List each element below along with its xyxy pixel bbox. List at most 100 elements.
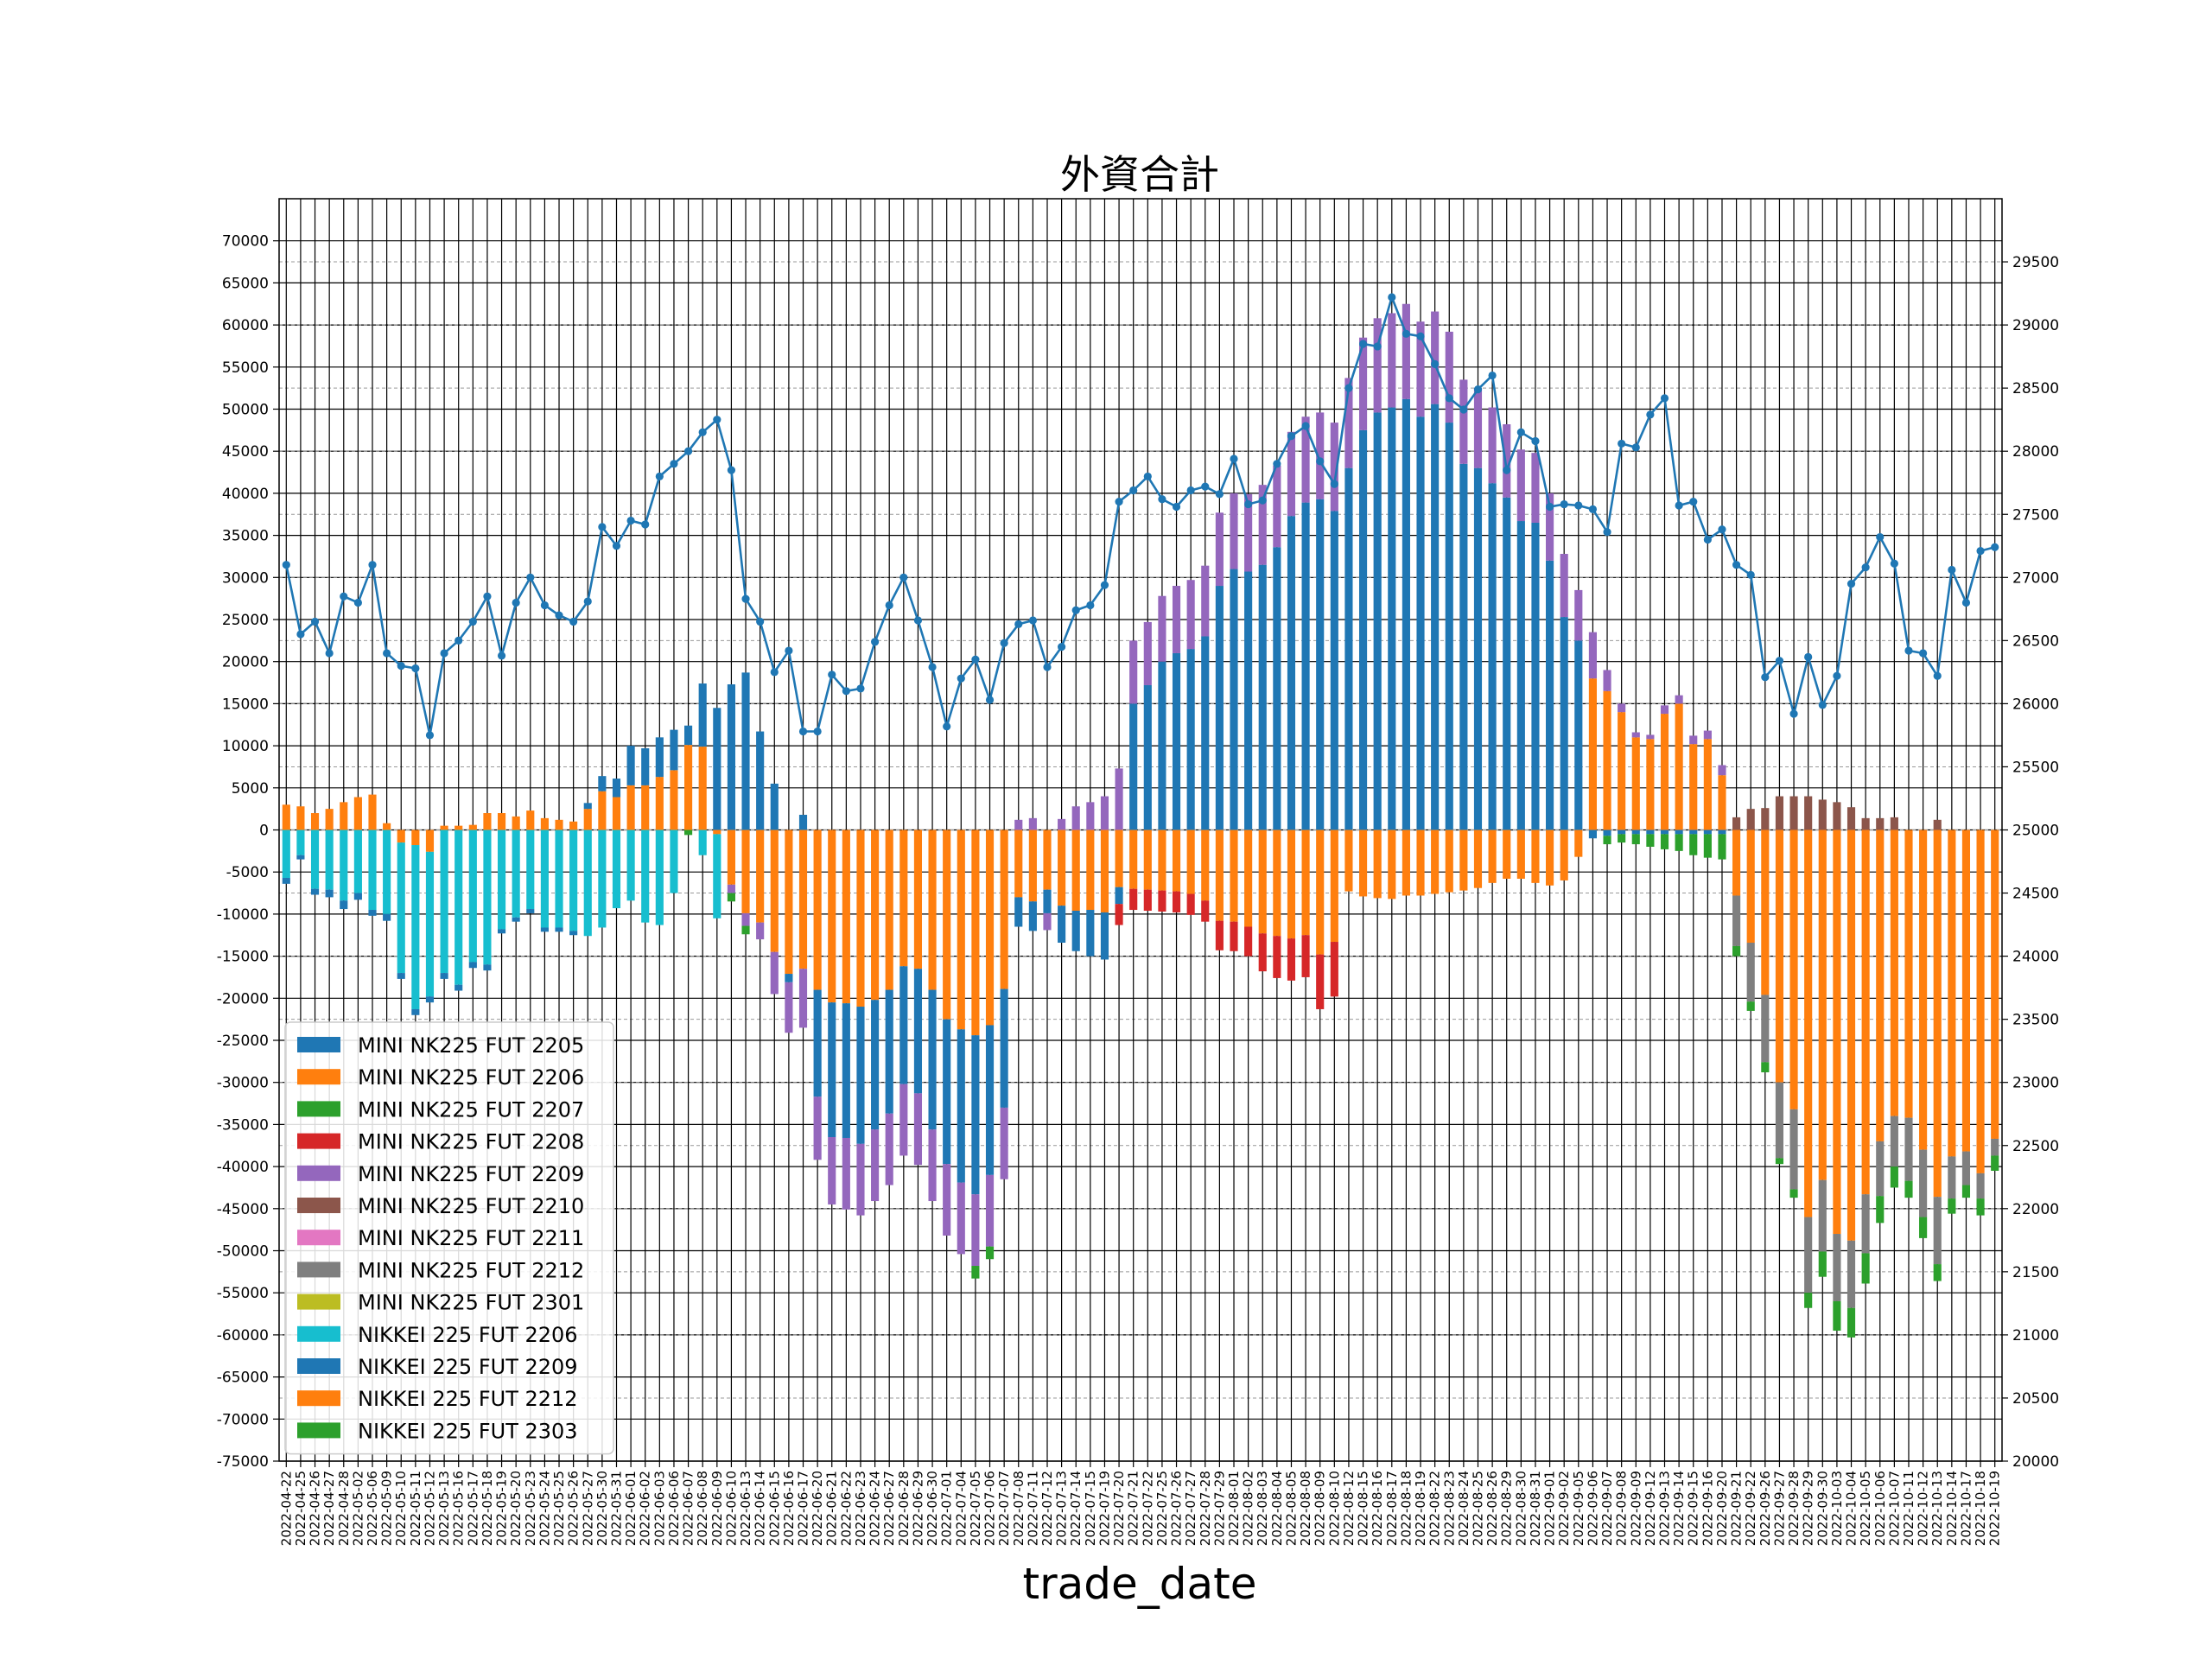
bar-segment [785,974,793,982]
x-tick-label: 2022-08-16 [1370,1471,1385,1546]
price-point [1100,581,1109,589]
bar-segment [1904,830,1913,1118]
price-point [282,561,290,569]
bar-segment [1488,830,1497,883]
bar-segment [842,1003,850,1138]
bar-segment [1358,429,1368,830]
bar-segment [842,830,850,1004]
bar-segment [1976,1173,1985,1199]
bar-segment [971,1035,980,1195]
x-tick-label: 2022-07-01 [939,1471,955,1546]
bar-segment [1631,737,1640,830]
bar-segment [1287,516,1296,830]
x-tick-label: 2022-09-06 [1585,1471,1600,1546]
bar-segment [1919,1149,1928,1217]
x-tick-label: 2022-07-22 [1140,1471,1155,1546]
bar-segment [1890,817,1898,830]
bar-segment [1258,564,1267,830]
bar-segment [1603,830,1611,836]
bar-segment [1503,424,1511,498]
bar-segment [340,802,348,830]
bar-segment [798,830,808,969]
bar-segment [626,785,635,830]
bar-segment [756,731,765,830]
x-tick-label: 2022-04-22 [278,1471,294,1546]
price-point [1933,671,1942,680]
price-point [526,573,535,582]
legend-swatch [297,1358,340,1374]
price-point [1574,501,1583,510]
legend-label: NIKKEI 225 FUT 2212 [358,1387,578,1411]
bar-segment [1761,995,1770,1063]
bar-segment [1603,836,1611,845]
bar-segment [1172,652,1181,830]
y-tick-label: -5000 [226,864,269,881]
price-point [1473,385,1483,394]
bar-segment [1459,379,1468,464]
bar-segment [1301,830,1310,936]
x-tick-label: 2022-06-07 [681,1471,696,1546]
bar-segment [540,817,549,830]
bar-segment [1373,318,1382,413]
bar-segment [1473,830,1483,888]
bar-segment [1100,830,1109,912]
bar-segment [785,982,793,1033]
bar-segment [741,912,750,926]
price-point [756,617,765,626]
bar-segment [1115,904,1123,925]
x-tick-label: 2022-07-21 [1126,1471,1141,1546]
bar-segment [454,984,463,991]
x-tick-label: 2022-08-05 [1283,1471,1299,1546]
price-point [1301,422,1310,430]
price-point [641,520,650,529]
bar-segment [1287,938,1296,981]
bar-segment [913,1093,923,1166]
y-axis-right: 29500 29000 28500 28000 27500 27000 26500 26000… [2002,254,2059,1471]
x-tick-label: 2022-09-20 [1714,1471,1730,1546]
bar-segment [971,1266,980,1279]
y2-tick-label: 23500 [2012,1012,2059,1029]
x-tick-label: 2022-05-31 [608,1471,624,1546]
bar-segment [383,823,391,830]
x-tick-label: 2022-04-26 [308,1471,323,1546]
bar-segment [756,830,765,923]
bar-segment [641,748,650,785]
price-point [1215,490,1224,499]
bar-segment [1459,463,1468,830]
bar-segment [1703,739,1712,830]
bar-segment [1071,830,1080,912]
price-point [1732,561,1741,569]
price-point [1316,457,1325,466]
bar-segment [1833,830,1841,1235]
x-tick-label: 2022-06-21 [824,1471,840,1546]
bar-segment [1358,830,1368,897]
price-point [1358,340,1368,348]
x-tick-label: 2022-08-25 [1470,1471,1485,1546]
bar-segment [1675,695,1683,704]
x-tick-label: 2022-09-01 [1542,1471,1558,1546]
bar-segment [1718,830,1726,835]
bar-segment [440,973,448,979]
bar-segment [1804,1217,1813,1294]
bar-segment [583,809,592,830]
x-tick-label: 2022-10-12 [1916,1471,1931,1546]
bar-segment [1689,830,1698,835]
x-tick-label: 2022-06-14 [753,1471,768,1546]
legend-swatch [297,1101,340,1117]
bar-segment [1574,589,1583,641]
bar-segment [1948,830,1956,1157]
bar-segment [497,813,506,830]
legend-swatch [297,1165,340,1181]
bar-segment [1646,830,1655,835]
bar-segment [1689,735,1698,745]
bar-segment [1000,830,1008,989]
price-point [1789,709,1798,718]
bar-segment [1172,891,1181,912]
bar-segment [798,969,808,1028]
bar-segment [1230,569,1238,830]
price-point [583,597,592,606]
price-point [497,652,506,660]
y-tick-label: -50000 [217,1243,269,1261]
bar-segment [1560,554,1568,618]
bar-segment [1732,945,1741,957]
